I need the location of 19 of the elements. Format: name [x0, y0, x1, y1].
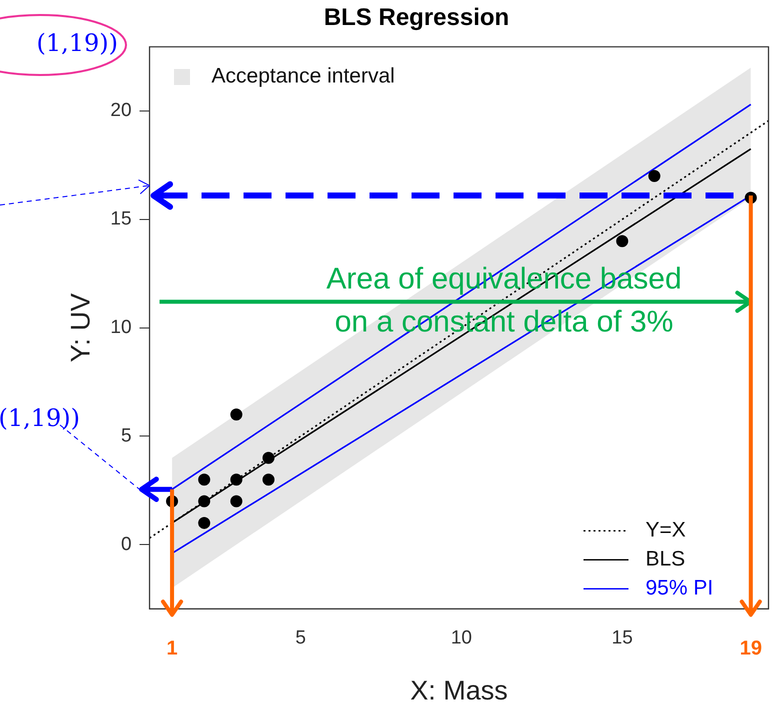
y-tick-label: 10 [110, 317, 132, 338]
y-tick-label: 0 [120, 534, 132, 555]
y-tick-label: 15 [110, 208, 132, 230]
chart-title: BLS Regression [324, 4, 510, 32]
legend-label: Y=X [646, 518, 686, 542]
text: (1,19)) [36, 29, 118, 58]
legend-label: 95% PI [646, 576, 714, 600]
x-axis-title: X: Mass [410, 675, 508, 706]
x-tick-label: 10 [450, 627, 472, 648]
text: (1,19)) [0, 404, 80, 432]
y-tick-label: 5 [120, 425, 132, 446]
annotation: 19 [740, 637, 762, 660]
y-axis-title: Y: UV [66, 293, 96, 362]
legend-title: Acceptance interval [212, 64, 395, 88]
x-tick-label: 15 [612, 627, 633, 648]
annotation: 1 [166, 637, 178, 660]
y-tick-label: 20 [110, 100, 132, 122]
legend-label: BLS [646, 548, 686, 571]
x-tick-label: 5 [295, 627, 306, 648]
